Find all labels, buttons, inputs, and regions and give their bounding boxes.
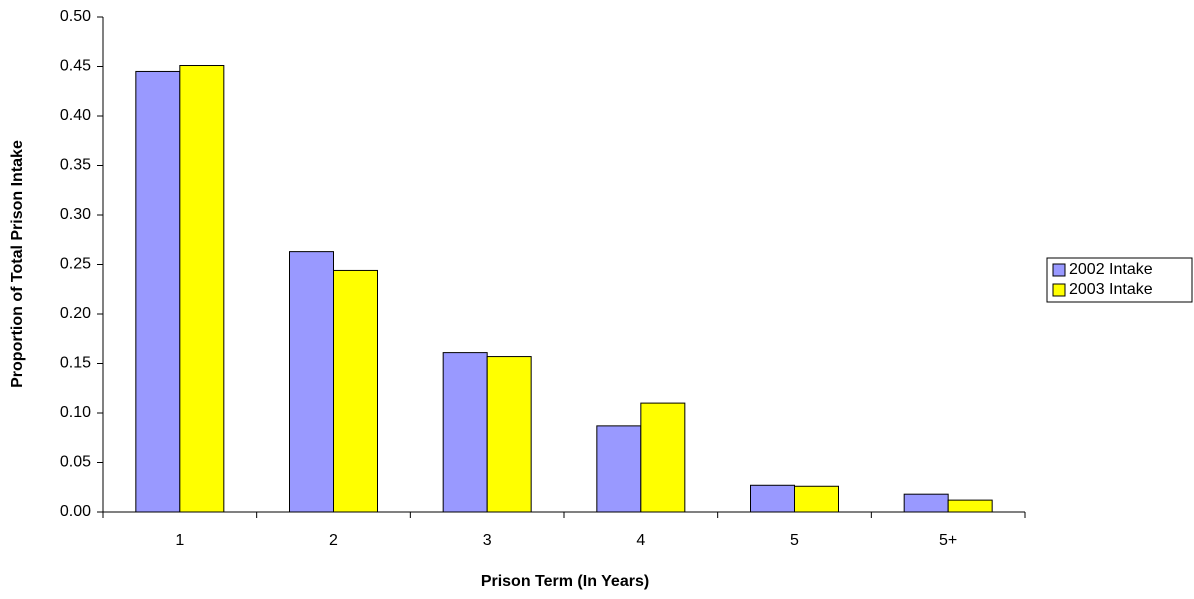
x-tick-label: 4 (636, 532, 645, 549)
y-tick-label: 0.30 (60, 206, 91, 223)
y-tick-label: 0.05 (60, 454, 91, 471)
y-tick-label: 0.10 (60, 404, 91, 421)
legend-swatch (1052, 283, 1066, 297)
legend-label: 2003 Intake (1069, 281, 1153, 298)
bar (750, 484, 795, 513)
y-tick-label: 0.00 (60, 503, 91, 520)
legend-box (1046, 257, 1193, 303)
bar (289, 251, 334, 513)
y-tick-label: 0.40 (60, 107, 91, 124)
y-tick-label: 0.20 (60, 305, 91, 322)
bar (333, 269, 378, 513)
bar (596, 425, 642, 513)
bar (947, 499, 993, 513)
bar (179, 65, 225, 513)
bar (794, 485, 839, 513)
y-tick-label: 0.35 (60, 157, 91, 174)
bar (903, 493, 949, 513)
bar (640, 402, 686, 513)
x-tick-label: 1 (175, 532, 184, 549)
y-axis-title: Proportion of Total Prison Intake (9, 140, 26, 388)
legend-swatch (1052, 263, 1066, 277)
bar (135, 70, 181, 513)
bar (486, 356, 532, 513)
x-tick-label: 3 (483, 532, 492, 549)
x-tick-label: 5+ (939, 532, 957, 549)
x-tick-label: 5 (790, 532, 799, 549)
x-axis-title: Prison Term (In Years) (481, 573, 649, 590)
legend-label: 2002 Intake (1069, 261, 1153, 278)
y-tick-label: 0.25 (60, 256, 91, 273)
y-tick-label: 0.45 (60, 58, 91, 75)
y-tick-label: 0.50 (60, 8, 91, 25)
y-tick-label: 0.15 (60, 355, 91, 372)
x-tick-label: 2 (329, 532, 338, 549)
bar (442, 352, 488, 513)
